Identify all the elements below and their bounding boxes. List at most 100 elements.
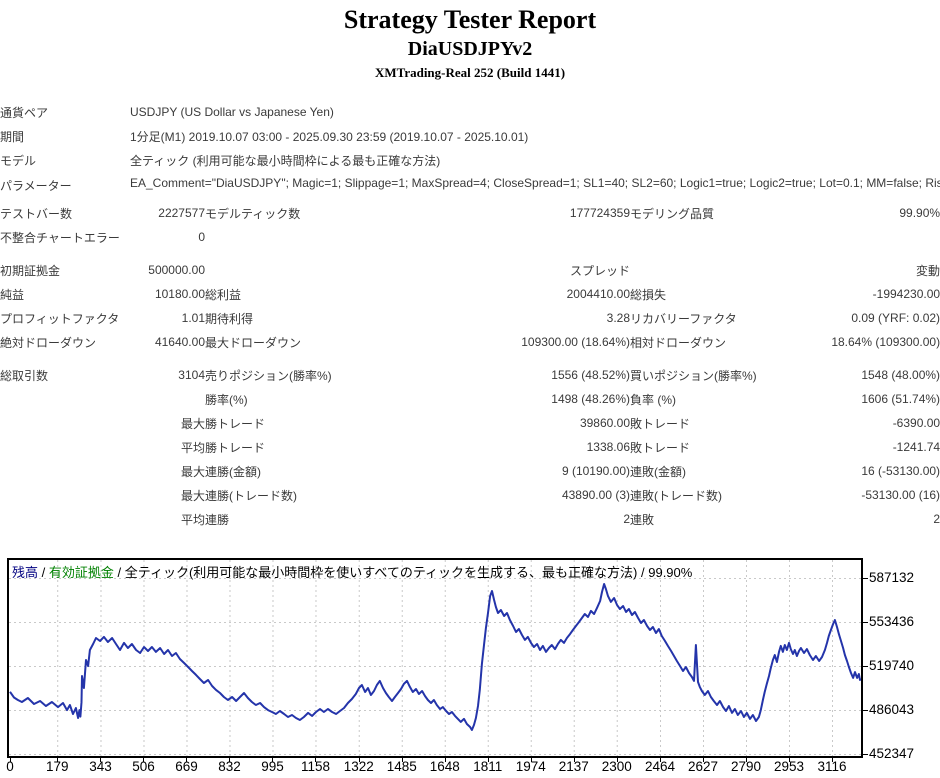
x-axis-tick [573, 758, 575, 762]
stat-value: 41640.00 [154, 335, 205, 349]
x-axis-tick [143, 758, 145, 762]
stat-value: 16 (-53130.00) [861, 464, 940, 478]
stat-label: 連勝 [205, 512, 230, 527]
stat-label: リカバリーファクタ [630, 311, 737, 326]
stat-value: 2 [623, 512, 630, 526]
y-axis-label: 452347 [869, 746, 915, 761]
stat-label: 連勝(金額) [205, 464, 261, 479]
stat-label: 絶対ドローダウン [0, 335, 97, 350]
stat-value: 1548 (48.00%) [861, 368, 940, 382]
x-axis-label: 832 [218, 759, 241, 774]
report-title: Strategy Tester Report [343, 5, 597, 34]
stat-label: 負率 (%) [630, 392, 676, 407]
stat-label [0, 507, 130, 531]
balance-line [9, 583, 861, 731]
y-axis-tick [863, 710, 868, 711]
stat-value: 9 (10190.00) [561, 464, 630, 478]
x-axis-tick [789, 758, 790, 762]
stat-label: スプレッド [569, 263, 630, 278]
chart-plot-area [7, 558, 863, 758]
x-axis-label: 2953 [773, 759, 805, 774]
stat-value [780, 225, 940, 249]
stat-value: 43890.00 (3) [561, 488, 630, 502]
stat-value: 2227577 [158, 206, 205, 220]
stat-label [0, 387, 130, 411]
stat-label: 敗トレード [630, 416, 691, 431]
stat-value: 2 [933, 512, 940, 526]
table-row: 平均 勝トレード 1338.06 敗トレード -1241.74 [0, 435, 940, 459]
x-axis-tick [530, 758, 532, 762]
stat-value: 10180.00 [154, 287, 205, 301]
stat-label: 不整合チャートエラー [0, 230, 120, 245]
stat-value: 最大 [180, 416, 205, 431]
stat-value: 平均 [180, 440, 205, 455]
stat-label [0, 459, 130, 483]
stat-value: 0.09 (YRF: 0.02) [851, 311, 940, 325]
stat-label: 総利益 [205, 287, 242, 302]
info-label: パラメーター [0, 179, 72, 193]
table-row: 初期証拠金 500000.00 スプレッド 変動 [0, 258, 940, 282]
x-axis-tick [57, 758, 59, 762]
stat-value [435, 225, 630, 249]
x-axis-tick [186, 758, 188, 762]
stat-value: 177724359 [569, 206, 630, 220]
stat-label: 総損失 [630, 287, 667, 302]
legend-quality-value: 99.90% [648, 565, 693, 580]
stat-label [0, 483, 130, 507]
report-header: Strategy Tester Report DiaUSDJPYv2 XMTra… [0, 0, 940, 81]
x-axis-tick [660, 758, 661, 762]
y-axis-tick [863, 754, 868, 755]
stat-value: 最大 [180, 464, 205, 479]
legend-balance-label: 残高 [12, 565, 39, 580]
y-axis-label: 587132 [869, 570, 915, 585]
table-row: 期間 1分足(M1) 2019.10.07 03:00 - 2025.09.30 … [0, 124, 940, 148]
stat-label: 買いポジション(勝率%) [630, 368, 757, 383]
x-axis-label: 1485 [386, 759, 417, 774]
stat-label: 勝トレード [205, 416, 266, 431]
stat-label: 勝トレード [205, 440, 266, 455]
x-axis-label: 3116 [817, 759, 847, 774]
stat-label: 連敗(トレード数) [630, 488, 722, 503]
info-label: モデル [0, 153, 37, 168]
x-axis-label: 2790 [730, 759, 762, 774]
legend-model-label: 全ティック(利用可能な最小時間枠を使いすべてのティックを生成する、最も正確な方法… [124, 565, 638, 580]
x-axis-tick [832, 758, 833, 762]
table-row: 最大 連勝(金額) 9 (10190.00) 連敗(金額) 16 (-53130.00) [0, 459, 940, 483]
spacer-cell [0, 354, 940, 363]
y-axis-tick [863, 578, 868, 579]
stat-value: 0 [198, 230, 205, 244]
x-axis-tick [358, 758, 360, 762]
x-axis-label: 2300 [601, 759, 632, 774]
x-axis-label: 1811 [473, 759, 503, 774]
chart-svg [9, 560, 861, 756]
table-row: プロフィットファクタ 1.01 期待利得 3.28 リカバリーファクタ 0.09 (YRF… [0, 306, 940, 330]
stat-value: 39860.00 [579, 416, 630, 430]
stat-label [205, 225, 435, 249]
legend-separator: / [113, 565, 125, 580]
table-row: モデル 全ティック (利用可能な最小時間枠による最も正確な方法) [0, 148, 940, 172]
x-axis-label: 0 [6, 759, 14, 774]
chart-gridlines [9, 560, 861, 756]
stat-label: 売りポジション(勝率%) [205, 368, 332, 383]
report-server: XMTrading-Real 252 (Build 1441) [374, 65, 566, 80]
stat-label: モデリング品質 [630, 206, 715, 221]
stat-label: 連敗(金額) [630, 464, 686, 479]
table-row: 最大 勝トレード 39860.00 敗トレード -6390.00 [0, 411, 940, 435]
stat-value: 3.28 [606, 311, 630, 325]
chart-legend: 残高 / 有効証拠金 / 全ティック(利用可能な最小時間枠を使いすべてのティック… [12, 562, 692, 581]
stat-label [0, 435, 130, 459]
stat-value: 2004410.00 [566, 287, 630, 301]
y-axis-label: 553436 [869, 613, 915, 629]
table-row: 不整合チャートエラー 0 [0, 225, 940, 249]
x-axis-label: 669 [175, 759, 198, 774]
x-axis-label: 1974 [515, 759, 546, 774]
stat-label: 最大ドローダウン [205, 335, 302, 350]
stat-label [630, 225, 780, 249]
stat-value: 平均 [180, 512, 205, 527]
stat-label: 純益 [0, 287, 25, 302]
table-row: 絶対ドローダウン 41640.00 最大ドローダウン 109300.00 (18.64… [0, 330, 940, 354]
stat-value: 最大 [180, 488, 205, 503]
stat-value: -1241.74 [892, 440, 940, 454]
stat-value [130, 387, 205, 411]
